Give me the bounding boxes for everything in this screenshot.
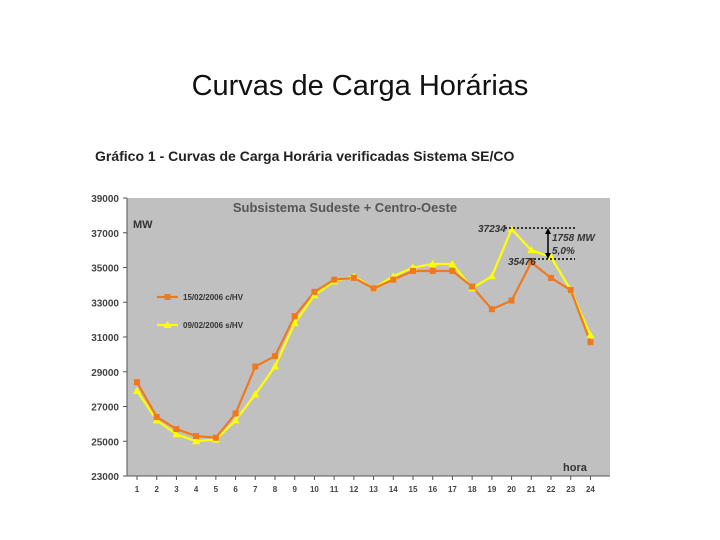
annotation-arrow-down xyxy=(545,253,551,259)
x-tick-label: 8 xyxy=(273,485,278,494)
x-tick-label: 10 xyxy=(310,485,319,494)
y-tick-label: 33000 xyxy=(91,298,119,309)
data-point xyxy=(172,430,181,438)
x-tick-label: 19 xyxy=(487,485,496,494)
y-tick-label: 25000 xyxy=(91,437,119,448)
plot-area xyxy=(127,198,610,476)
data-point xyxy=(547,253,555,261)
data-point xyxy=(449,267,456,274)
x-tick-label: 7 xyxy=(253,485,258,494)
y-tick-label: 39000 xyxy=(91,194,119,205)
data-point xyxy=(410,267,416,274)
x-tick-label: 24 xyxy=(586,485,595,494)
data-point xyxy=(212,434,219,441)
x-tick-label: 3 xyxy=(174,485,179,494)
figure-caption: Gráfico 1 - Curvas de Carga Horária veri… xyxy=(95,148,515,164)
x-tick-label: 12 xyxy=(349,485,358,494)
data-point xyxy=(290,319,299,327)
data-point xyxy=(488,306,495,313)
data-point xyxy=(251,390,260,398)
legend-swatch-marker xyxy=(163,321,172,328)
data-point xyxy=(252,363,259,370)
data-point xyxy=(331,276,338,283)
x-tick-label: 16 xyxy=(428,485,437,494)
data-point xyxy=(428,260,437,268)
slide-title: Curvas de Carga Horárias xyxy=(191,70,529,102)
chart-title: Subsistema Sudeste + Centro-Oeste xyxy=(233,200,457,215)
x-tick-label: 14 xyxy=(389,485,398,494)
data-point xyxy=(311,288,318,295)
y-axis-label: MW xyxy=(133,219,153,231)
legend-swatch-marker xyxy=(164,294,171,300)
x-tick-label: 1 xyxy=(135,485,140,494)
y-tick-label: 37000 xyxy=(91,229,119,240)
x-tick-label: 4 xyxy=(194,485,199,494)
data-point xyxy=(567,287,574,294)
x-tick-label: 2 xyxy=(154,485,159,494)
y-tick-label: 27000 xyxy=(91,403,119,414)
annotation-percent: 5,0% xyxy=(552,246,575,257)
y-tick-label: 35000 xyxy=(91,264,119,275)
data-point xyxy=(271,362,279,370)
annotation-arrow-up xyxy=(545,228,551,234)
data-point xyxy=(429,267,436,274)
data-point xyxy=(192,437,201,445)
x-tick-label: 5 xyxy=(214,485,219,494)
annotation-difference: 1758 MW xyxy=(552,233,596,244)
y-tick-label: 31000 xyxy=(91,333,119,344)
data-point xyxy=(587,339,594,346)
x-axis-label: hora xyxy=(563,462,588,474)
data-point xyxy=(548,274,554,281)
data-point xyxy=(133,386,141,394)
data-point xyxy=(193,433,200,440)
data-point xyxy=(134,379,140,386)
x-tick-label: 15 xyxy=(409,485,418,494)
x-tick-label: 20 xyxy=(507,485,516,494)
data-point xyxy=(232,410,239,417)
x-tick-label: 13 xyxy=(369,485,378,494)
data-point xyxy=(231,416,240,424)
data-point xyxy=(153,413,160,420)
legend-label: 15/02/2006 c/HV xyxy=(183,293,244,302)
x-tick-label: 6 xyxy=(233,485,238,494)
x-tick-label: 23 xyxy=(566,485,575,494)
x-tick-label: 9 xyxy=(292,485,297,494)
data-point xyxy=(272,353,278,360)
data-point xyxy=(469,283,476,290)
data-point xyxy=(291,313,298,320)
y-tick-label: 23000 xyxy=(91,472,119,483)
data-point xyxy=(508,297,515,304)
data-point xyxy=(586,331,595,339)
annotation-top-value: 37234 xyxy=(478,224,506,235)
data-point xyxy=(173,426,180,433)
annotation-bottom-value: 35476 xyxy=(508,257,536,268)
x-tick-label: 17 xyxy=(448,485,457,494)
x-tick-label: 18 xyxy=(468,485,477,494)
data-point xyxy=(527,246,536,254)
data-point xyxy=(448,260,457,268)
x-tick-label: 22 xyxy=(547,485,556,494)
x-tick-label: 21 xyxy=(527,485,536,494)
x-tick-label: 11 xyxy=(330,485,339,494)
legend-label: 09/02/2006 s/HV xyxy=(183,321,244,330)
y-tick-label: 29000 xyxy=(91,368,119,379)
data-point xyxy=(350,274,357,281)
data-point xyxy=(390,276,397,283)
data-point xyxy=(487,272,496,280)
data-point xyxy=(507,225,516,233)
series-line-1 xyxy=(136,260,592,439)
data-point xyxy=(528,259,535,266)
data-point xyxy=(370,285,377,292)
